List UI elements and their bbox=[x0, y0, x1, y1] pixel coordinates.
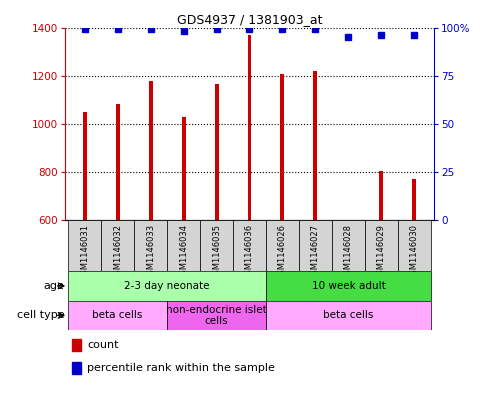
FancyBboxPatch shape bbox=[365, 220, 398, 271]
FancyBboxPatch shape bbox=[233, 220, 266, 271]
Bar bbox=[83, 112, 87, 220]
Bar bbox=[149, 81, 153, 220]
Text: 2-3 day neonate: 2-3 day neonate bbox=[124, 281, 210, 291]
Text: GSM1146032: GSM1146032 bbox=[113, 224, 122, 280]
Bar bbox=[72, 339, 81, 351]
Text: beta cells: beta cells bbox=[323, 310, 374, 320]
Text: non-endocrine islet
cells: non-endocrine islet cells bbox=[166, 305, 267, 326]
Bar bbox=[215, 84, 219, 220]
Text: 10 week adult: 10 week adult bbox=[311, 281, 385, 291]
FancyBboxPatch shape bbox=[167, 301, 266, 330]
FancyBboxPatch shape bbox=[167, 220, 200, 271]
FancyBboxPatch shape bbox=[398, 220, 431, 271]
FancyBboxPatch shape bbox=[299, 220, 332, 271]
Text: GSM1146026: GSM1146026 bbox=[278, 224, 287, 280]
Text: percentile rank within the sample: percentile rank within the sample bbox=[87, 363, 275, 373]
FancyBboxPatch shape bbox=[68, 271, 266, 301]
Bar bbox=[182, 117, 186, 220]
Bar bbox=[280, 74, 284, 220]
Text: GSM1146028: GSM1146028 bbox=[344, 224, 353, 280]
Text: GSM1146036: GSM1146036 bbox=[245, 224, 254, 280]
Text: GSM1146031: GSM1146031 bbox=[80, 224, 89, 280]
FancyBboxPatch shape bbox=[101, 220, 134, 271]
FancyBboxPatch shape bbox=[68, 220, 101, 271]
FancyBboxPatch shape bbox=[332, 220, 365, 271]
FancyBboxPatch shape bbox=[266, 301, 431, 330]
Text: GSM1146033: GSM1146033 bbox=[146, 224, 155, 280]
Bar bbox=[379, 171, 383, 220]
Text: count: count bbox=[87, 340, 119, 350]
Text: GSM1146034: GSM1146034 bbox=[179, 224, 188, 280]
FancyBboxPatch shape bbox=[200, 220, 233, 271]
Bar bbox=[248, 35, 251, 220]
Bar bbox=[116, 104, 120, 220]
Title: GDS4937 / 1381903_at: GDS4937 / 1381903_at bbox=[177, 13, 322, 26]
FancyBboxPatch shape bbox=[68, 301, 167, 330]
Text: GSM1146027: GSM1146027 bbox=[311, 224, 320, 280]
Text: GSM1146029: GSM1146029 bbox=[377, 224, 386, 279]
Bar bbox=[313, 71, 317, 220]
Text: cell type: cell type bbox=[16, 310, 64, 320]
Text: age: age bbox=[43, 281, 64, 291]
Bar bbox=[412, 179, 416, 220]
FancyBboxPatch shape bbox=[134, 220, 167, 271]
Text: GSM1146030: GSM1146030 bbox=[410, 224, 419, 280]
Bar bbox=[72, 362, 81, 373]
Text: beta cells: beta cells bbox=[92, 310, 143, 320]
FancyBboxPatch shape bbox=[266, 220, 299, 271]
Text: GSM1146035: GSM1146035 bbox=[212, 224, 221, 280]
FancyBboxPatch shape bbox=[266, 271, 431, 301]
